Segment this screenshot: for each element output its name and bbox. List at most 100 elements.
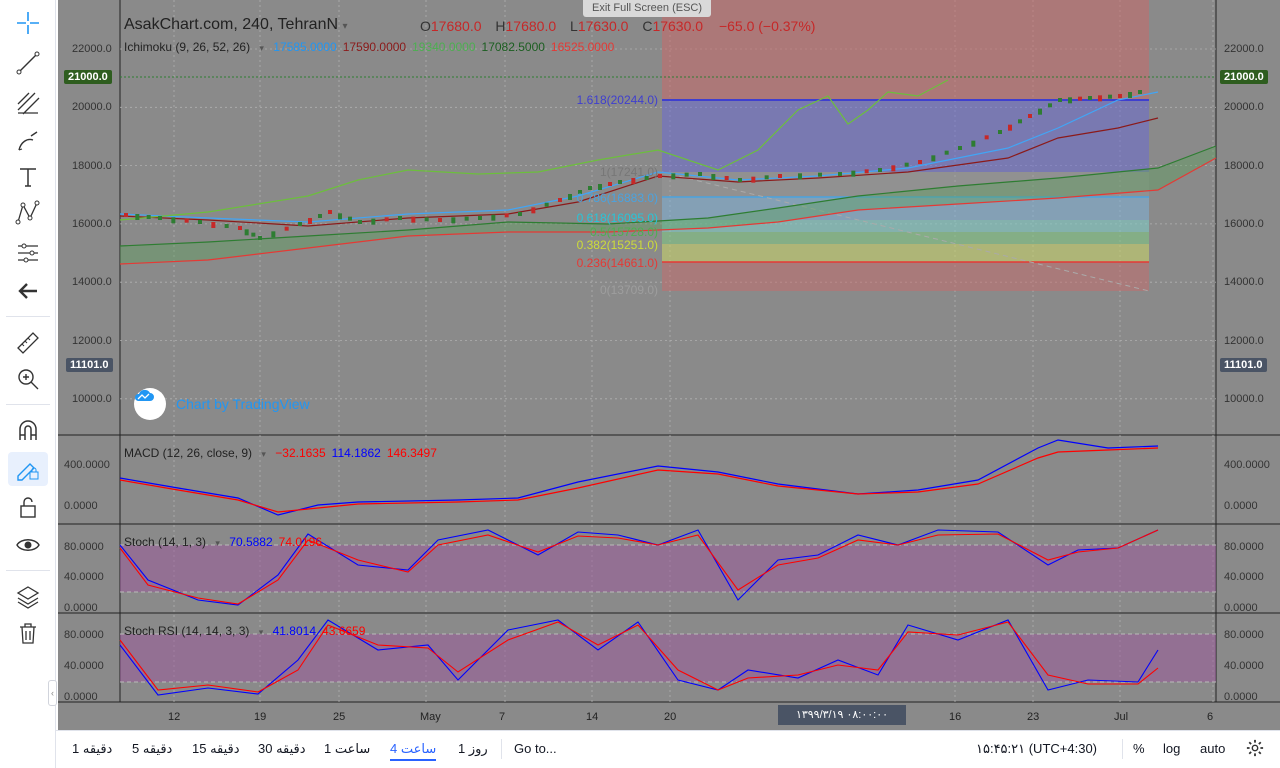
candle: [284, 226, 289, 231]
timeframe-button[interactable]: 1 دقیقه: [72, 741, 113, 756]
unlock-tool[interactable]: [8, 490, 48, 524]
fib-zone-236: [662, 262, 1149, 291]
pattern-tool[interactable]: [8, 196, 48, 230]
candle: [608, 182, 612, 186]
tradingview-cloud-icon: [134, 388, 166, 420]
candle: [818, 172, 822, 177]
candle: [904, 162, 909, 167]
candle: [244, 229, 249, 236]
stochrsi_axis-tick-label: 80.0000: [64, 629, 104, 641]
candle: [358, 220, 362, 224]
chart-area[interactable]: Exit Full Screen (ESC) AsakChart.com, 24…: [58, 0, 1280, 730]
macd_axis-tick-label: 400.0000: [1224, 459, 1270, 471]
crosshair-time-badge: ۱۳۹۹/۳/۱۹ ۰۸:۰۰:۰۰: [778, 705, 906, 725]
fib-tool[interactable]: [8, 86, 48, 120]
visibility-tool[interactable]: [8, 528, 48, 562]
fib-zone-1: [662, 172, 1149, 197]
remove-drawings-tool[interactable]: [8, 616, 48, 650]
candle: [1118, 94, 1122, 98]
candle: [918, 160, 922, 164]
symbol-title[interactable]: AsakChart.com, 240, TehranN ▾: [124, 16, 348, 34]
price-tick-label: 10000.0: [1224, 392, 1264, 405]
exit-fullscreen-button[interactable]: Exit Full Screen (ESC): [583, 0, 711, 17]
high-label: H: [495, 18, 506, 34]
fib-icon: [17, 92, 40, 115]
chevron-down-icon: ▾: [215, 538, 220, 548]
zoom-tool[interactable]: [8, 362, 48, 396]
candle: [838, 172, 842, 176]
time-tick-label: 25: [333, 711, 346, 723]
magnet-tool[interactable]: [8, 414, 48, 448]
low-value: 17630.0: [577, 18, 629, 34]
stoch_axis-tick-label: 40.0000: [1224, 571, 1264, 583]
ichimoku-legend[interactable]: Ichimoku (9, 26, 52, 26) ▾ 17585.0000 175…: [124, 40, 626, 54]
candle: [944, 150, 949, 155]
stochrsi-legend[interactable]: Stoch RSI (14, 14, 3, 3) ▾ 41.8014 43.665…: [124, 624, 377, 638]
price-tick-label: 14000.0: [1224, 276, 1264, 289]
forecast-icon: [18, 243, 38, 263]
candle: [1078, 96, 1082, 101]
crosshair-icon: [17, 12, 39, 34]
brush-tool[interactable]: [8, 124, 48, 158]
macd-value: 114.1862: [331, 446, 381, 460]
ichimoku-value: 19340.0000: [412, 40, 476, 54]
time-tick-label: 20: [664, 711, 677, 723]
macd-label: MACD (12, 26, close, 9): [124, 446, 253, 460]
chart-settings-button[interactable]: [1246, 739, 1264, 760]
object-tree-tool[interactable]: [8, 580, 48, 614]
candle: [135, 214, 140, 220]
lock-drawing-tool[interactable]: [8, 452, 48, 486]
trendline-tool[interactable]: [8, 46, 48, 80]
layers-icon: [16, 586, 40, 609]
toolbar-separator: [6, 316, 50, 317]
candle: [658, 174, 662, 178]
crosshair-tool[interactable]: [8, 6, 48, 40]
auto-toggle[interactable]: auto: [1200, 741, 1226, 756]
timeframe-button[interactable]: 4 ساعت: [390, 741, 437, 761]
candle: [258, 236, 262, 240]
timeframe-button[interactable]: 1 ساعت: [324, 741, 371, 756]
timeframe-button[interactable]: 30 دقیقه: [258, 741, 306, 756]
clock-display[interactable]: ۱۵:۴۵:۲۱ (UTC+4:30): [976, 741, 1097, 756]
stochrsi_axis-tick-label: 80.0000: [1224, 629, 1264, 641]
percent-toggle[interactable]: %: [1133, 741, 1145, 756]
chevron-down-icon: ▾: [342, 21, 348, 32]
collapse-toolbar-button[interactable]: ‹: [48, 680, 57, 706]
back-tool[interactable]: [8, 274, 48, 308]
open-value: 17680.0: [430, 18, 482, 34]
forecast-tool[interactable]: [8, 236, 48, 270]
candle: [618, 180, 622, 184]
stoch-legend[interactable]: Stoch (14, 1, 3) ▾ 70.5882 74.0196: [124, 535, 334, 549]
macd-legend[interactable]: MACD (12, 26, close, 9) ▾ −32.1635 114.18…: [124, 446, 449, 460]
gear-icon: [1246, 739, 1264, 757]
candle: [578, 190, 582, 194]
ichimoku-value: 17585.0000: [273, 40, 337, 54]
brush-icon: [18, 131, 38, 151]
text-tool[interactable]: [8, 160, 48, 194]
candle: [1018, 119, 1022, 124]
timeframe-button[interactable]: 5 دقیقه: [132, 741, 173, 756]
back-arrow-icon: [18, 283, 37, 299]
tradingview-watermark[interactable]: Chart by TradingView: [134, 388, 310, 420]
close-value: 17630.0: [652, 18, 704, 34]
time-tick-label: 14: [586, 711, 599, 723]
price-tick-label: 12000.0: [72, 334, 112, 347]
candle: [1098, 95, 1102, 102]
candle: [348, 216, 352, 221]
stoch-value: 70.5882: [229, 535, 273, 549]
stochrsi-value: 41.8014: [272, 624, 317, 638]
candle: [1008, 124, 1012, 131]
measure-tool[interactable]: [8, 326, 48, 360]
time-tick-label: 19: [254, 711, 267, 723]
change-value: −65.0 (−0.37%): [718, 18, 816, 34]
macd_axis-tick-label: 0.0000: [64, 500, 98, 512]
candle: [738, 178, 742, 182]
candle: [464, 216, 469, 221]
timeframe-button[interactable]: 15 دقیقه: [192, 741, 240, 756]
timeframe-button[interactable]: 1 روز: [458, 741, 488, 756]
candle: [544, 202, 549, 207]
text-icon: [20, 168, 36, 187]
log-toggle[interactable]: log: [1163, 741, 1181, 756]
goto-button[interactable]: Go to...: [514, 741, 557, 756]
fib-level-label: 1.618(20244.0): [576, 93, 658, 107]
